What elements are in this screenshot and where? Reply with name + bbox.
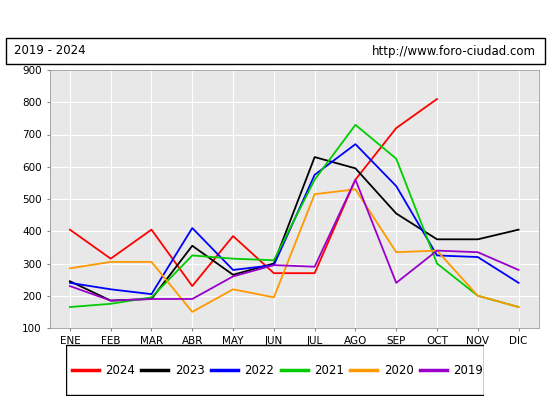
Text: 2019: 2019 xyxy=(453,364,483,376)
Text: 2019 - 2024: 2019 - 2024 xyxy=(14,44,85,58)
Text: 2020: 2020 xyxy=(384,364,414,376)
Text: Evolucion Nº Turistas Nacionales en el municipio de Trabadelo: Evolucion Nº Turistas Nacionales en el m… xyxy=(48,10,502,26)
Bar xyxy=(6,38,544,64)
Text: http://www.foro-ciudad.com: http://www.foro-ciudad.com xyxy=(372,44,536,58)
Text: 2024: 2024 xyxy=(105,364,135,376)
Text: 2022: 2022 xyxy=(244,364,274,376)
Text: 2021: 2021 xyxy=(314,364,344,376)
Text: 2023: 2023 xyxy=(175,364,205,376)
